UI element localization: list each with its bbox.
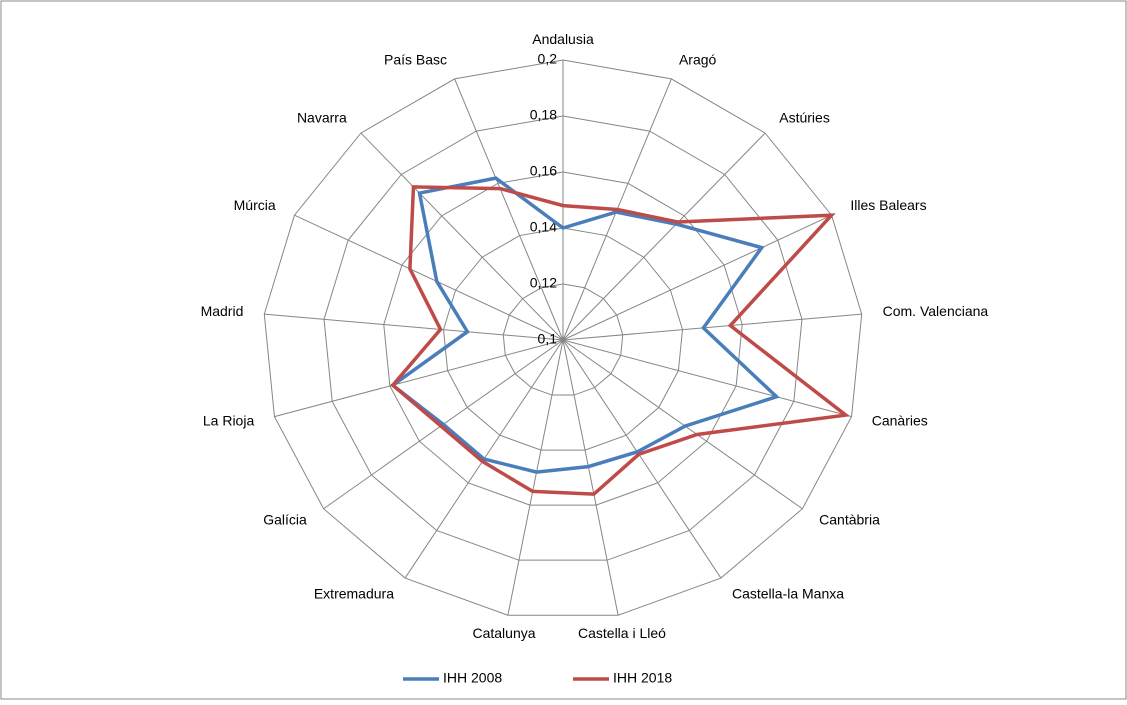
category-label: Astúries bbox=[779, 109, 830, 125]
category-label: Navarra bbox=[297, 109, 347, 125]
spoke bbox=[562, 214, 832, 341]
category-label: Aragó bbox=[679, 51, 717, 67]
grid-ring bbox=[383, 171, 743, 506]
category-label: La Rioja bbox=[203, 413, 255, 429]
category-label: Catalunya bbox=[472, 625, 535, 641]
y-tick-label: 0,14 bbox=[530, 219, 557, 235]
spoke bbox=[562, 339, 619, 616]
y-tick-label: 0,12 bbox=[530, 275, 557, 291]
spoke bbox=[274, 339, 564, 418]
y-tick-label: 0,18 bbox=[530, 107, 557, 123]
spoke bbox=[562, 339, 852, 418]
category-label: Galícia bbox=[263, 511, 307, 527]
series-line bbox=[389, 176, 780, 474]
spoke bbox=[360, 132, 564, 341]
category-label: Extremadura bbox=[314, 585, 394, 601]
category-label: Illes Balears bbox=[850, 197, 926, 213]
category-label: Cantàbria bbox=[819, 511, 880, 527]
category-label: Madrid bbox=[201, 303, 244, 319]
category-label: País Basc bbox=[384, 51, 447, 67]
spoke bbox=[264, 313, 564, 341]
legend-label: IHH 2018 bbox=[613, 670, 672, 686]
spoke bbox=[454, 78, 564, 341]
spoke bbox=[562, 132, 766, 341]
spoke bbox=[562, 313, 862, 341]
series-line bbox=[390, 185, 851, 496]
grid-ring bbox=[263, 59, 863, 616]
category-label: Castella i Lleó bbox=[578, 625, 666, 641]
y-tick-label: 0,2 bbox=[538, 51, 558, 67]
spoke bbox=[562, 339, 722, 579]
grid-ring bbox=[443, 227, 683, 451]
grid-ring bbox=[502, 283, 624, 396]
category-label: Com. Valenciana bbox=[883, 303, 989, 319]
grid-ring bbox=[323, 115, 803, 561]
category-label: Castella-la Manxa bbox=[732, 585, 844, 601]
y-tick-label: 0,16 bbox=[530, 163, 557, 179]
category-label: Múrcia bbox=[234, 197, 276, 213]
spoke bbox=[562, 339, 803, 510]
y-tick-label: 0,1 bbox=[538, 331, 558, 347]
legend-label: IHH 2008 bbox=[443, 670, 502, 686]
spoke bbox=[507, 339, 564, 616]
category-label: Canàries bbox=[872, 413, 928, 429]
category-label: Andalusia bbox=[532, 31, 594, 47]
spoke bbox=[294, 214, 564, 341]
